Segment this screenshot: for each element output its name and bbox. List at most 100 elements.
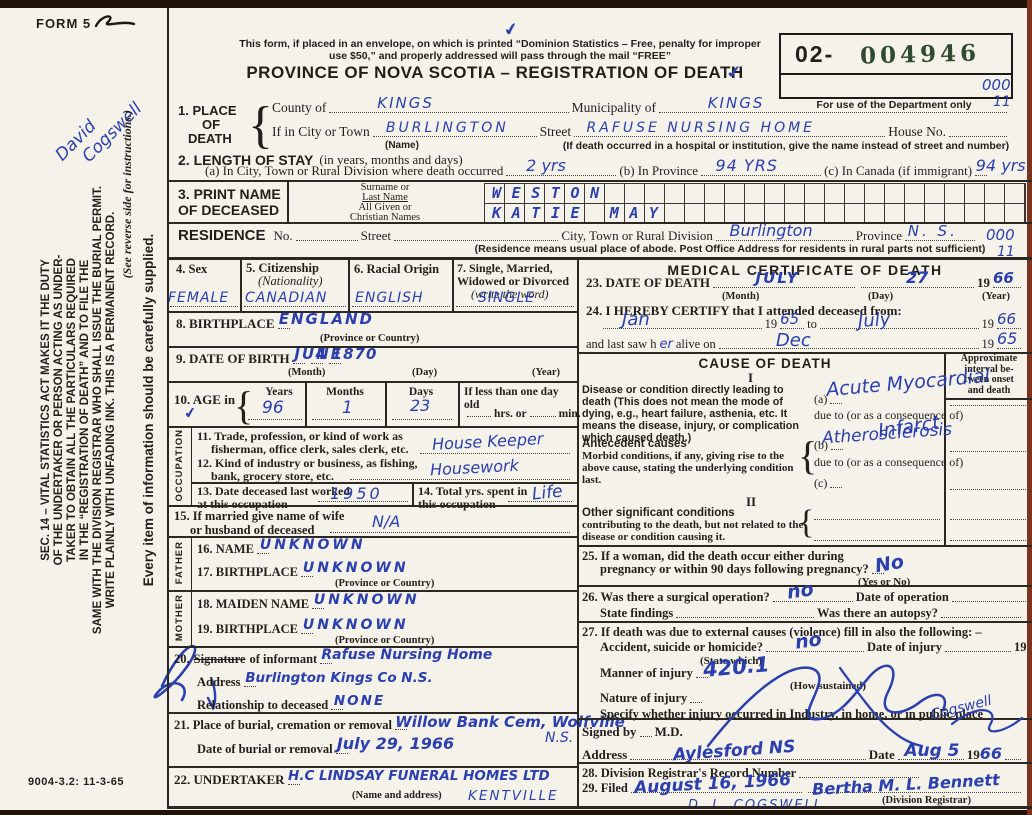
s22-label: 22. UNDERTAKER [174,772,285,787]
rule [946,398,1032,400]
rule [412,482,414,505]
s14-label: 14. Total yrs. spent in this occupation [418,485,527,511]
residence-province-label: Province [855,228,902,243]
s17-line: UNKNOWN [300,560,406,577]
s4-label: 4. Sex [176,262,208,276]
sec14-line5: SAME WITH THE DIVISION REGISTRAR WHO SHA… [92,185,104,635]
interval-line2: interval be- [964,363,1014,375]
rule [577,718,1032,720]
s14-label-line1: 14. Total yrs. spent in [418,484,528,498]
rule [305,381,307,426]
s27-acc-label: Accident, suicide or homicide? [600,640,763,654]
s20-relationship-value: NONE [333,693,386,709]
s24-her-value: er [659,337,673,352]
s7-label-wrap: 7. Single, Married, Widowed or Divorced … [457,262,575,301]
s24-to-line: July [819,309,979,332]
rule [577,585,1032,587]
s11-label-line1: 11. Trade, profession, or kind of work a… [197,429,403,443]
margin-code-bottom: 11 [993,94,1011,110]
print-code: 9004-3.2: 11-3-65 [28,776,124,788]
s10-months-value: 1 [342,398,353,418]
sec14-line2: OF THE UNDERTAKER OR PERSON ACTING AS UN… [53,254,65,566]
s9-day-line: 4 [310,345,326,364]
s23-row: 23. DATE OF DEATH JULY 27 19 66 [586,268,1024,291]
registration-number-row: 02- 004946 [781,35,1011,73]
signed-label: Signed by [582,724,637,739]
s3-surname-sub1: Surname or [360,182,410,193]
physician-signature [706,664,1024,748]
cause-antecedent-title: Antecedent causes [582,438,687,450]
every-item-note: Every item of information should be care… [141,233,156,587]
signed-row: Signed by M.D. [582,724,1024,740]
s1-title-line2: OF [202,117,221,132]
s20-no: 20. [174,652,190,666]
s24-to-value: July [857,308,892,333]
s10-hrs-row: hrs. or min. [464,408,581,420]
s2-a-value: 2 yrs [526,156,566,175]
mother-side-cell: MOTHER [167,590,192,646]
s27-acc-line: no [765,628,864,654]
registration-number-empty-row [781,73,1011,95]
s24-from-value: Jan [622,309,650,330]
s29-registrar-line: Bertha M. L. Bennett [807,770,1021,799]
s1-municipality-value: KINGS [707,94,765,112]
margin-code-top: 000 [982,76,1011,94]
s11-label: 11. Trade, profession, or kind of work a… [197,430,409,456]
mother-side-label: MOTHER [173,594,185,642]
rule-column-divider [577,257,579,808]
s1-county-value: KINGS [377,94,434,112]
s23-label: 23. DATE OF DEATH [586,275,710,290]
s9-year-value: 1870 [331,345,378,363]
s9-month-value: JUNE [294,345,343,363]
s29-row: 29. Filed August 16, 1966 Bertha M. L. B… [582,770,1024,799]
s21-row2: Date of burial or removal July 29, 1966 [197,734,572,757]
s17-label: 17. BIRTHPLACE [197,565,298,579]
signed-year-value: 66 [979,744,1002,763]
s9-month-sub: (Month) [288,367,326,378]
s2-b-line: 94 YRS [701,156,822,176]
s21-label: 21. Place of burial, cremation or remova… [174,718,393,732]
s12-label-line2: bank, grocery store, etc. [211,469,334,483]
cause-other-text: contributing to the death, but not relat… [582,519,804,543]
s12-label: 12. Kind of industry or business, as fis… [197,457,418,483]
rule [348,257,350,312]
s2-a-label: (a) In City, Town or Rural Division wher… [205,163,504,178]
s13-value: 1950 [330,484,383,503]
cause-b-row: (b) [814,438,940,453]
s1-title-line3: DEATH [188,131,232,146]
s27-acc-sub: (State which) [700,655,763,667]
s27-manner-line: 420.1 [695,652,770,682]
s27-injurydate-line [944,649,1011,652]
see-reverse-note: (See reverse side for instructions.) [120,110,134,279]
s13-label-line2: at this occupation [197,497,288,511]
s20-address-value: Burlington Kings Co N.S. [245,670,433,686]
rule [577,352,1032,354]
s1-county-row: County of KINGS Municipality of KINGS [272,94,1010,116]
s27-line1: 27. If death was due to external causes … [582,625,982,639]
s1-county-label: County of [272,100,327,115]
rule [167,381,577,383]
s24-y2-prefix: 19 [981,317,995,331]
s26-label: 26. Was there a surgical operation? [582,590,770,604]
signed-address-line: Aylesford NS [630,737,866,765]
s20-address-line: Burlington Kings Co N.S. [243,670,433,687]
sec14-notice: SEC. 14 – VITAL STATISTICS ACT MAKES IT … [40,110,118,710]
s26-date-line [951,599,1028,602]
s3-given-sub1: All Given or [358,202,412,213]
rule [167,536,577,538]
s9-day-value: 4 [315,345,326,363]
s15-label: 15. If married give name of wife or husb… [174,509,344,537]
s2-b-value: 94 YRS [715,156,778,175]
cause-due1-label: due to (or as a consequence of) [814,408,964,422]
s24-last-line: Dec [718,330,979,351]
s20-row3: Relationship to deceased NONE [197,693,572,713]
rule [167,646,577,648]
s24-last-label2: alive on [675,337,716,351]
s24-last-value: Dec [775,330,811,351]
father-side-cell: FATHER [167,536,192,590]
s23-year-prefix: 19 [977,275,990,290]
s13-label: 13. Date deceased last worked at this oc… [197,485,350,511]
s22-value: H.C LINDSAY FUNERAL HOMES LTD [288,768,550,784]
s27-year-prefix: 19 [1013,640,1027,654]
s27-date-label: Date of injury [866,640,942,654]
